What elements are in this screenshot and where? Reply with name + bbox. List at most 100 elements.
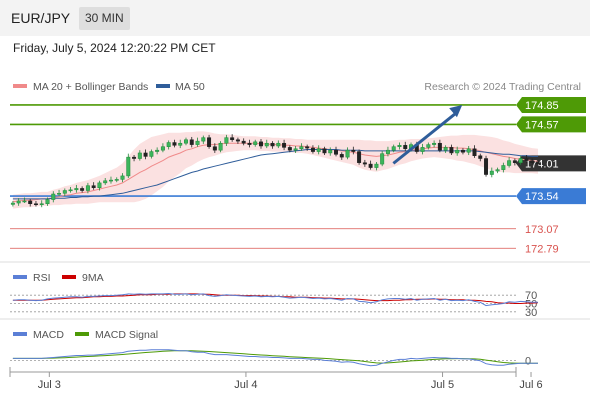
candle-body — [103, 180, 108, 184]
candle-body — [495, 169, 500, 172]
candle-body — [432, 142, 437, 145]
candle-body — [397, 145, 402, 147]
candle-body — [535, 162, 540, 164]
candle-body — [212, 146, 217, 151]
candle-body — [512, 160, 517, 163]
ma20-legend-label: MA 20 + Bollinger Bands — [33, 81, 148, 93]
candle-body — [293, 148, 298, 151]
candle-body — [253, 141, 258, 145]
candle-body — [149, 151, 154, 157]
candle-body — [241, 140, 246, 144]
candle-body — [132, 156, 137, 159]
candle-body — [345, 149, 350, 158]
rsi-legend-swatch — [13, 275, 27, 279]
candle-body — [85, 185, 90, 191]
candle-body — [305, 146, 310, 149]
candle-body — [524, 158, 529, 161]
macd-legend-label: MACD — [33, 329, 64, 341]
ma20-legend-swatch — [13, 84, 27, 88]
candle-body — [160, 146, 165, 151]
candle-body — [207, 137, 212, 147]
candle-body — [334, 149, 338, 155]
ma50-legend-label: MA 50 — [175, 81, 205, 93]
candle-body — [166, 142, 171, 147]
candle-body — [10, 202, 15, 205]
rsi-tick-30: 30 — [525, 307, 537, 319]
symbol-title: EUR/JPY — [11, 10, 71, 26]
candle-body — [45, 199, 50, 204]
rsi-line — [12, 292, 538, 307]
candle-body — [230, 137, 235, 140]
forecast-arrow-shaft — [392, 111, 458, 165]
x-tick-label: Jul 3 — [38, 379, 61, 391]
candle-body — [287, 147, 292, 151]
price-legend: MA 20 + Bollinger Bands MA 50 Research ©… — [13, 81, 581, 93]
candle-body — [466, 148, 471, 153]
x-tick-label: Jul 5 — [431, 379, 454, 391]
chart-datetime: Friday, July 5, 2024 12:20:22 PM CET — [13, 41, 216, 55]
watermark: Research © 2024 Trading Central — [424, 81, 581, 93]
candle-body — [351, 149, 356, 152]
x-axis: Jul 3 Jul 4 Jul 5 Jul 6 — [9, 367, 543, 391]
candle-body — [218, 142, 223, 151]
candle-body — [247, 142, 252, 145]
timeframe-button[interactable]: 30 MIN — [79, 7, 130, 30]
candle-body — [97, 182, 102, 188]
candle-body — [403, 145, 408, 150]
candle-body — [178, 142, 183, 146]
candle-body — [189, 139, 194, 145]
candle-body — [137, 152, 142, 159]
level-tag-173.54 — [516, 188, 586, 205]
level-label-174.85: 174.85 — [525, 100, 559, 112]
candle-body — [51, 193, 56, 200]
rsi-legend: RSI 9MA — [13, 272, 104, 284]
candle-body — [478, 155, 483, 159]
candle-body — [455, 149, 460, 154]
candle-body — [120, 175, 125, 180]
candle-body — [489, 170, 494, 175]
candle-body — [184, 139, 188, 144]
candle-body — [449, 147, 454, 154]
level-tag-174.01 — [516, 155, 586, 172]
macd-tick-0: 0 — [525, 355, 531, 367]
candle-body — [437, 142, 442, 151]
candle-body — [68, 189, 73, 192]
candle-body — [276, 142, 281, 147]
candle-body — [472, 148, 477, 156]
macd-legend-swatch — [13, 332, 27, 336]
candle-body — [339, 154, 344, 158]
candle-body — [22, 200, 27, 203]
candle-body — [310, 147, 315, 152]
candle-body — [316, 148, 321, 152]
candle-body — [374, 163, 379, 168]
candle-body — [172, 142, 177, 146]
candle-body — [91, 185, 96, 188]
candle-body — [530, 160, 535, 163]
candle-body — [224, 137, 229, 144]
macd-panel: 0 — [10, 349, 538, 367]
macd-line — [12, 349, 538, 367]
candle-body — [155, 149, 160, 152]
top-bar: EUR/JPY 30 MIN — [0, 0, 590, 36]
candle-body — [16, 200, 21, 204]
candle-body — [368, 163, 373, 168]
level-label-172.79: 172.79 — [525, 243, 559, 255]
candle-body — [420, 147, 425, 152]
candle-body — [357, 151, 362, 163]
level-label-174.57: 174.57 — [525, 119, 559, 131]
candle-body — [362, 162, 367, 165]
candle-body — [74, 188, 79, 191]
candle-body — [28, 200, 33, 204]
level-tag-174.85 — [516, 96, 586, 113]
candle-body — [282, 142, 287, 148]
candle-body — [507, 160, 512, 166]
x-tick-label: Jul 4 — [234, 379, 257, 391]
candle-body — [62, 190, 67, 194]
candle-body — [322, 148, 327, 154]
candle-body — [328, 149, 333, 154]
candle-body — [259, 141, 263, 147]
candle-body — [57, 193, 62, 195]
candle-body — [518, 158, 523, 163]
